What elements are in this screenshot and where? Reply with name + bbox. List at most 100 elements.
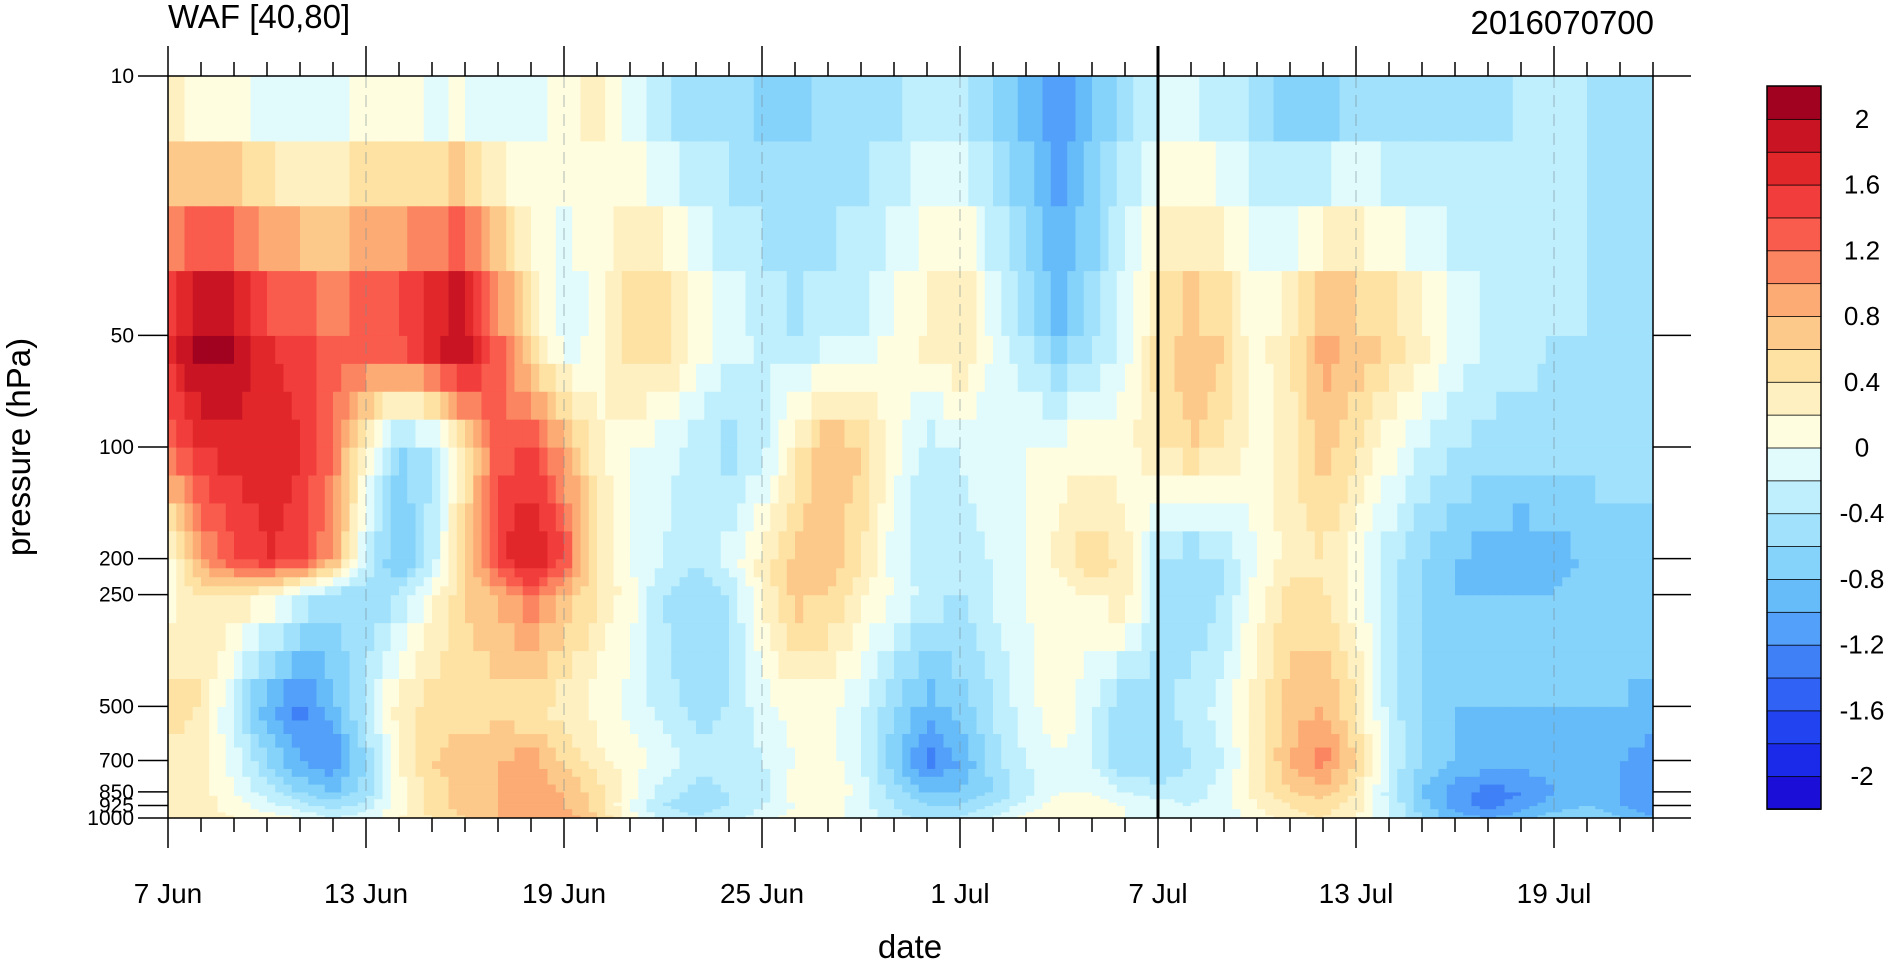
field-cell	[1215, 783, 1225, 793]
field-cell	[366, 474, 375, 504]
field-cell	[1488, 678, 1497, 707]
field-cell	[902, 576, 912, 587]
field-cell	[745, 760, 755, 769]
field-cell	[1257, 791, 1266, 796]
field-cell	[1116, 776, 1126, 785]
field-cell	[1611, 768, 1621, 777]
field-cell	[704, 530, 714, 560]
field-cell	[671, 530, 681, 560]
field-cell	[1422, 585, 1431, 596]
field-cell	[498, 474, 507, 504]
field-cell	[720, 530, 730, 560]
field-cell	[407, 585, 417, 596]
field-cell	[498, 733, 507, 748]
field-cell	[943, 783, 953, 793]
field-cell	[324, 594, 334, 624]
field-cell	[308, 768, 318, 777]
field-cell	[448, 768, 458, 777]
field-cell	[522, 802, 532, 807]
field-cell	[1001, 814, 1011, 818]
field-cell	[316, 805, 326, 810]
field-cell	[1562, 776, 1572, 785]
field-cell	[1034, 474, 1044, 504]
field-cell	[1595, 798, 1605, 803]
field-cell	[341, 768, 351, 777]
field-cell	[1562, 814, 1572, 818]
field-cell	[300, 474, 309, 504]
field-cell	[258, 802, 268, 807]
field-cell	[1281, 808, 1291, 813]
field-cell	[696, 791, 705, 796]
field-cell	[1125, 791, 1134, 796]
field-cell	[1191, 558, 1200, 569]
field-cell	[192, 805, 202, 810]
field-cell	[1372, 798, 1382, 803]
field-cell	[621, 576, 631, 587]
field-cell	[1455, 760, 1464, 769]
field-cell	[382, 802, 392, 807]
field-cell	[737, 576, 747, 587]
field-cell	[1224, 746, 1233, 762]
field-cell	[267, 622, 276, 652]
field-cell	[1504, 814, 1514, 818]
field-cell	[1281, 585, 1291, 596]
field-cell	[605, 760, 615, 769]
field-cell	[1620, 558, 1629, 569]
field-cell	[1512, 650, 1522, 679]
field-cell	[531, 706, 540, 721]
field-cell	[1149, 622, 1159, 652]
field-cell	[762, 567, 771, 578]
field-cell	[687, 530, 697, 560]
field-cell	[1215, 706, 1225, 721]
field-cell	[993, 447, 1002, 476]
field-cell	[1422, 576, 1431, 587]
field-cell	[638, 768, 648, 777]
field-cell	[638, 808, 648, 813]
field-cell	[1207, 791, 1217, 796]
field-cell	[547, 650, 557, 679]
field-cell	[473, 678, 483, 707]
field-cell	[1644, 719, 1653, 735]
field-cell	[1455, 447, 1464, 476]
field-cell	[366, 650, 375, 679]
field-cell	[473, 746, 483, 762]
field-cell	[399, 447, 408, 476]
field-cell	[316, 814, 326, 818]
field-cell	[316, 733, 326, 748]
field-cell	[308, 814, 318, 818]
field-cell	[1059, 706, 1068, 721]
field-cell	[1323, 474, 1332, 504]
field-cell	[696, 719, 705, 735]
field-cell	[1199, 783, 1209, 793]
field-cell	[1026, 776, 1035, 785]
field-cell	[192, 746, 202, 762]
field-cell	[1001, 622, 1011, 652]
field-cell	[1149, 594, 1159, 624]
field-cell	[201, 791, 210, 796]
field-cell	[1628, 808, 1638, 813]
field-cell	[1446, 805, 1456, 810]
field-cell	[1438, 558, 1448, 569]
field-cell	[1372, 733, 1382, 748]
field-cell	[1595, 650, 1605, 679]
field-cell	[762, 776, 771, 785]
field-cell	[1323, 650, 1332, 679]
field-cell	[440, 530, 450, 560]
field-cell	[943, 622, 953, 652]
field-cell	[382, 502, 392, 532]
field-cell	[729, 474, 738, 504]
field-cell	[951, 678, 961, 707]
field-cell	[300, 795, 309, 800]
field-cell	[1034, 567, 1044, 578]
field-cell	[1207, 706, 1217, 721]
field-cell	[696, 776, 705, 785]
field-cell	[918, 558, 928, 569]
field-cell	[704, 811, 714, 816]
field-cell	[481, 760, 491, 769]
field-cell	[168, 719, 177, 735]
field-cell	[1529, 594, 1539, 624]
field-cell	[1570, 808, 1580, 813]
field-cell	[1224, 814, 1233, 818]
field-cell	[679, 558, 689, 569]
field-cell	[1075, 719, 1085, 735]
